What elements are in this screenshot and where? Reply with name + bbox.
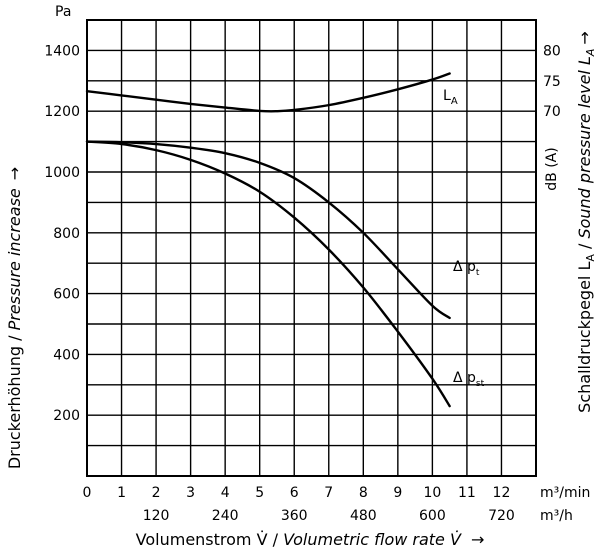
x-tick-label-m3min: 7 — [324, 485, 333, 501]
y-left-tick-label: 400 — [53, 347, 80, 363]
y-right-title-sep: / — [575, 239, 594, 255]
x-tick-label-m3h: 720 — [488, 508, 515, 524]
x-tick-label-m3min: 2 — [152, 485, 161, 501]
series-label-dpst: Δ pst — [453, 370, 485, 389]
x-tick-label-m3min: 6 — [290, 485, 299, 501]
y-left-arrow: → — [5, 167, 24, 180]
y-left-tick-label: 1000 — [44, 165, 80, 181]
series-line-dpst — [85, 140, 451, 408]
x-tick-label-m3h: 360 — [281, 508, 308, 524]
y-right-arrow: → — [575, 31, 594, 44]
x-tick-label-m3min: 1 — [117, 485, 126, 501]
y-left-tick-label: 600 — [53, 287, 80, 303]
y-left-unit: Pa — [55, 4, 71, 20]
y-right-tick-label: 80 — [543, 43, 561, 59]
y-right-tick-label: 70 — [543, 104, 561, 120]
y-right-title-en: Sound pressure level L — [575, 56, 594, 238]
plot-frame — [86, 19, 537, 477]
y-left-tick-label: 1200 — [44, 104, 80, 120]
x-tick-label-m3h: 600 — [419, 508, 446, 524]
x-unit-m3min: m³/min — [540, 485, 590, 501]
y-right-unit: dB (A) — [544, 147, 560, 190]
x-tick-label-m3min: 3 — [186, 485, 195, 501]
x-axis-title-en: Volumetric flow rate V̇ — [283, 530, 462, 549]
series-line-dpt — [85, 140, 451, 320]
series-label-dpt: Δ pt — [453, 259, 480, 278]
series-line-la — [85, 72, 451, 113]
x-tick-label-m3h: 120 — [143, 508, 170, 524]
y-left-title-sep: / — [5, 330, 24, 346]
y-left-title-de: Druckerhöhung — [5, 346, 24, 469]
x-tick-label-m3min: 5 — [255, 485, 264, 501]
y-left-tick-label: 200 — [53, 408, 80, 424]
series-label-la: LA — [443, 88, 458, 107]
x-unit-m3h: m³/h — [540, 508, 573, 524]
x-tick-label-m3min: 8 — [359, 485, 368, 501]
y-right-title-en-sub: A — [584, 49, 597, 58]
y-right-axis-title: Schalldruckpegel LA / Sound pressure lev… — [575, 31, 597, 413]
y-right-title-de-sub: A — [584, 254, 597, 262]
x-tick-label-m3min: 10 — [423, 485, 441, 501]
curves — [85, 72, 451, 408]
x-axis-arrow: → — [471, 530, 484, 549]
x-tick-label-m3min: 4 — [221, 485, 230, 501]
x-tick-label-m3h: 240 — [212, 508, 239, 524]
y-right-title-de: Schalldruckpegel L — [575, 262, 594, 413]
x-tick-label-m3h: 480 — [350, 508, 377, 524]
x-tick-label-m3min: 11 — [458, 485, 476, 501]
y-left-axis-title: Druckerhöhung / Pressure increase → — [5, 167, 24, 469]
y-left-title-en: Pressure increase — [5, 188, 24, 330]
x-tick-label-m3min: 9 — [393, 485, 402, 501]
x-tick-label-m3min: 0 — [83, 485, 92, 501]
x-axis-title-sep: / — [268, 530, 284, 549]
y-right-tick-label: 75 — [543, 74, 561, 90]
y-left-tick-label: 1400 — [44, 43, 80, 59]
grid-lines — [87, 20, 536, 476]
x-axis-title: Volumenstrom V̇ / Volumetric flow rate V… — [136, 530, 485, 549]
y-left-tick-label: 800 — [53, 226, 80, 242]
x-tick-label-m3min: 12 — [493, 485, 511, 501]
x-axis-title-de: Volumenstrom V̇ — [136, 530, 268, 549]
